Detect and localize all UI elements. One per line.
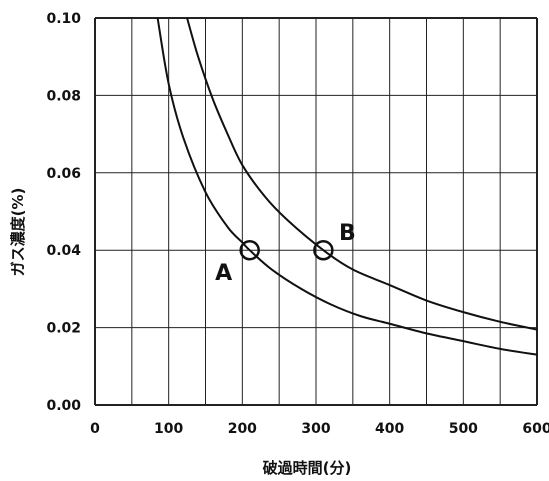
x-tick-label: 500	[449, 421, 478, 437]
curves	[156, 17, 538, 356]
curve-series-2	[186, 17, 538, 331]
y-tick-label: 0.02	[46, 321, 81, 337]
y-tick-label: 0.10	[46, 11, 81, 27]
x-axis-label: 破過時間(分)	[263, 459, 352, 477]
x-tick-label: 0	[90, 421, 100, 437]
x-tick-label: 400	[375, 421, 404, 437]
y-tick-label: 0.08	[46, 88, 81, 104]
grid	[94, 17, 538, 406]
x-tick-label: 300	[301, 421, 330, 437]
marker-a	[239, 239, 260, 261]
annotations: AB	[215, 221, 356, 286]
ticks: 0 100 200 300 400 500 600 0.00 0.02 0.04 0.06 0.08 0…	[46, 11, 549, 437]
y-tick-label: 0.00	[46, 398, 81, 414]
x-tick-label: 100	[154, 421, 183, 437]
y-tick-label: 0.06	[46, 166, 81, 182]
curve-series-1	[156, 17, 538, 356]
marker-b	[313, 239, 334, 261]
annotation-label-b: B	[339, 221, 356, 246]
y-tick-label: 0.04	[46, 243, 81, 259]
x-tick-label: 200	[228, 421, 257, 437]
y-axis-label: ガス濃度(%)	[9, 188, 27, 277]
x-tick-label: 600	[522, 421, 549, 437]
annotation-label-a: A	[215, 261, 232, 286]
